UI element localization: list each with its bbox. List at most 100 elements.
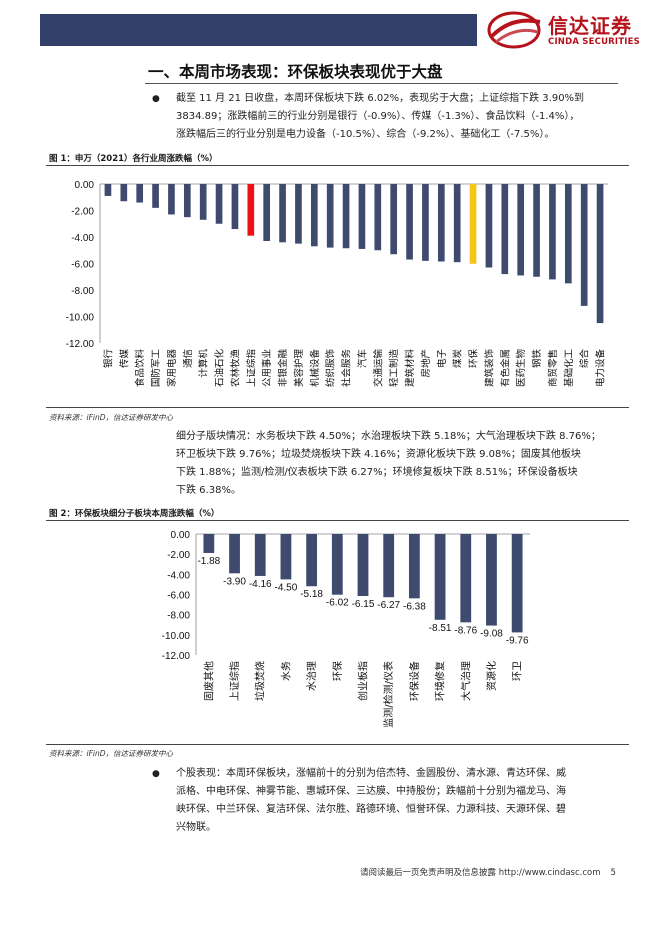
figure2-chart: 0.00 -2.00 -4.00 -6.00 -8.00 -10.00 -12.00 -1.8… [162, 530, 530, 728]
data-label: -6.38 [403, 601, 426, 612]
header-band [40, 14, 477, 46]
bullet-icon: ● [152, 94, 160, 104]
subsector-line: 细分子版块情况：水务板块下跌 4.50%；水治理板块下跌 5.18%；大气治理板… [176, 431, 601, 442]
category-label: 美容护理 [293, 349, 305, 388]
y-tick-label: -4.00 [167, 570, 190, 581]
bar [279, 184, 286, 243]
category-label: 纺织服饰 [325, 349, 337, 387]
bar [331, 534, 343, 595]
category-label: 轻工制造 [388, 349, 400, 388]
bar [263, 184, 271, 241]
bar [501, 184, 509, 275]
category-label: 机械设备 [309, 349, 321, 388]
y-tick-label: -2.00 [167, 550, 190, 561]
category-label: 通信 [182, 349, 194, 368]
category-label: 大气治理 [459, 661, 472, 701]
y-tick-label: -10.00 [66, 313, 95, 324]
y-tick-label: -8.00 [167, 611, 190, 622]
bar [383, 534, 395, 598]
bar [406, 184, 413, 260]
brand-swoosh-icon [487, 11, 541, 49]
bar [358, 184, 366, 249]
bar [183, 184, 191, 218]
bar [203, 534, 215, 553]
stock-line: 兴物联。 [176, 822, 216, 833]
y-tick-label: -6.00 [71, 260, 94, 271]
category-label: 家用电器 [166, 349, 178, 388]
figure2-title: 图 2：环保板块细分子板块本周涨跌幅（%） [49, 509, 220, 519]
y-tick-label: -8.00 [71, 286, 94, 297]
category-label: 建筑材料 [404, 349, 416, 388]
bar [120, 184, 128, 202]
figure1-chart: 0.00 -2.00 -4.00 -6.00 -8.00 -10.00 -12.00 银行 传媒… [66, 180, 608, 388]
bar [460, 534, 472, 623]
category-label: 环保 [468, 349, 480, 369]
y-tick-label: -2.00 [71, 207, 94, 218]
summary-line: 涨跌幅后三的行业分别是电力设备（-10.5%）、综合（-9.2%）、基础化工（-… [176, 129, 555, 140]
category-label: 综合 [579, 349, 591, 369]
data-label: -4.16 [249, 579, 272, 590]
data-label: -9.76 [506, 635, 529, 646]
data-label: -1.88 [197, 556, 220, 567]
footer-disclaimer: 请阅读最后一页免责声明及信息披露 http://www.cindasc.com [360, 868, 601, 878]
bar [549, 184, 556, 280]
data-label: -5.18 [300, 589, 323, 600]
category-label: 环保 [331, 661, 344, 681]
figure1-title: 图 1：申万（2021）各行业周涨跌幅（%） [49, 154, 218, 164]
y-tick-label: 0.00 [75, 180, 95, 191]
y-tick-label: -12.00 [66, 339, 95, 350]
data-label: -6.27 [377, 600, 400, 611]
bar [469, 184, 477, 264]
summary-line: 截至 11 月 21 日收盘，本周环保板块下跌 6.02%，表现劣于大盘；上证综… [176, 93, 585, 104]
category-label: 计算机 [198, 349, 210, 378]
category-label: 监测/检测/仪表 [382, 661, 395, 728]
bar [485, 184, 493, 268]
bar [280, 534, 292, 580]
data-label: -4.50 [275, 582, 298, 593]
category-label: 农林牧渔 [229, 349, 241, 388]
figure2-source: 资料来源：iFinD，信达证券研发中心 [49, 749, 174, 758]
y-tick-label: -6.00 [167, 591, 190, 602]
bar [231, 184, 239, 230]
brand-name-cn: 信达证券 [548, 14, 632, 38]
category-label: 医药生物 [515, 349, 527, 388]
category-label: 垃圾焚烧 [254, 661, 267, 701]
category-label: 资源化 [485, 661, 498, 691]
category-label: 环保设备 [408, 661, 421, 701]
summary-line: 3834.89；涨跌幅前三的行业分别是银行（-0.9%）、传媒（-1.3%）、食… [176, 111, 580, 122]
subsector-line: 下跌 1.88%；监测/检测/仪表板块下跌 6.27%；环境修复板块下跌 8.5… [176, 467, 578, 478]
stock-line: 个股表现：本周环保板块，涨幅前十的分别为倍杰特、金圆股份、清水源、青达环保、威 [176, 768, 566, 779]
bar [310, 184, 318, 247]
bar [254, 534, 266, 576]
category-label: 国防军工 [150, 349, 162, 388]
stock-line: 峡环保、中兰环保、复洁环保、法尔胜、路德环境、恒誉环保、力源科技、天源环保、碧 [176, 804, 566, 815]
category-label: 电力设备 [595, 349, 607, 388]
bar [199, 184, 207, 220]
bar [326, 184, 334, 248]
category-label: 建筑装饰 [483, 349, 495, 387]
bar [486, 534, 497, 626]
category-label: 环卫 [513, 661, 524, 681]
category-label: 钢铁 [531, 349, 543, 369]
category-label: 电子 [436, 349, 448, 369]
category-label: 环境修复 [434, 661, 447, 701]
category-label: 房地产 [420, 349, 432, 378]
bar [580, 184, 588, 306]
bar [295, 184, 302, 244]
page-number: 5 [610, 868, 616, 878]
bar [306, 534, 318, 587]
category-label: 创业板指 [357, 661, 370, 701]
bar [434, 534, 446, 620]
category-label: 石油石化 [214, 349, 226, 388]
category-label: 传媒 [118, 349, 130, 369]
bar [422, 184, 429, 261]
bar [168, 184, 175, 215]
bar [357, 534, 369, 597]
bar [408, 534, 420, 599]
figure2-top-rule [46, 520, 629, 521]
stock-paragraph: 个股表现：本周环保板块，涨幅前十的分别为倍杰特、金圆股份、清水源、青达环保、威 … [176, 765, 628, 837]
bar [229, 534, 240, 574]
y-tick-label: -12.00 [162, 651, 191, 662]
bar [596, 184, 604, 324]
bar [517, 184, 525, 276]
